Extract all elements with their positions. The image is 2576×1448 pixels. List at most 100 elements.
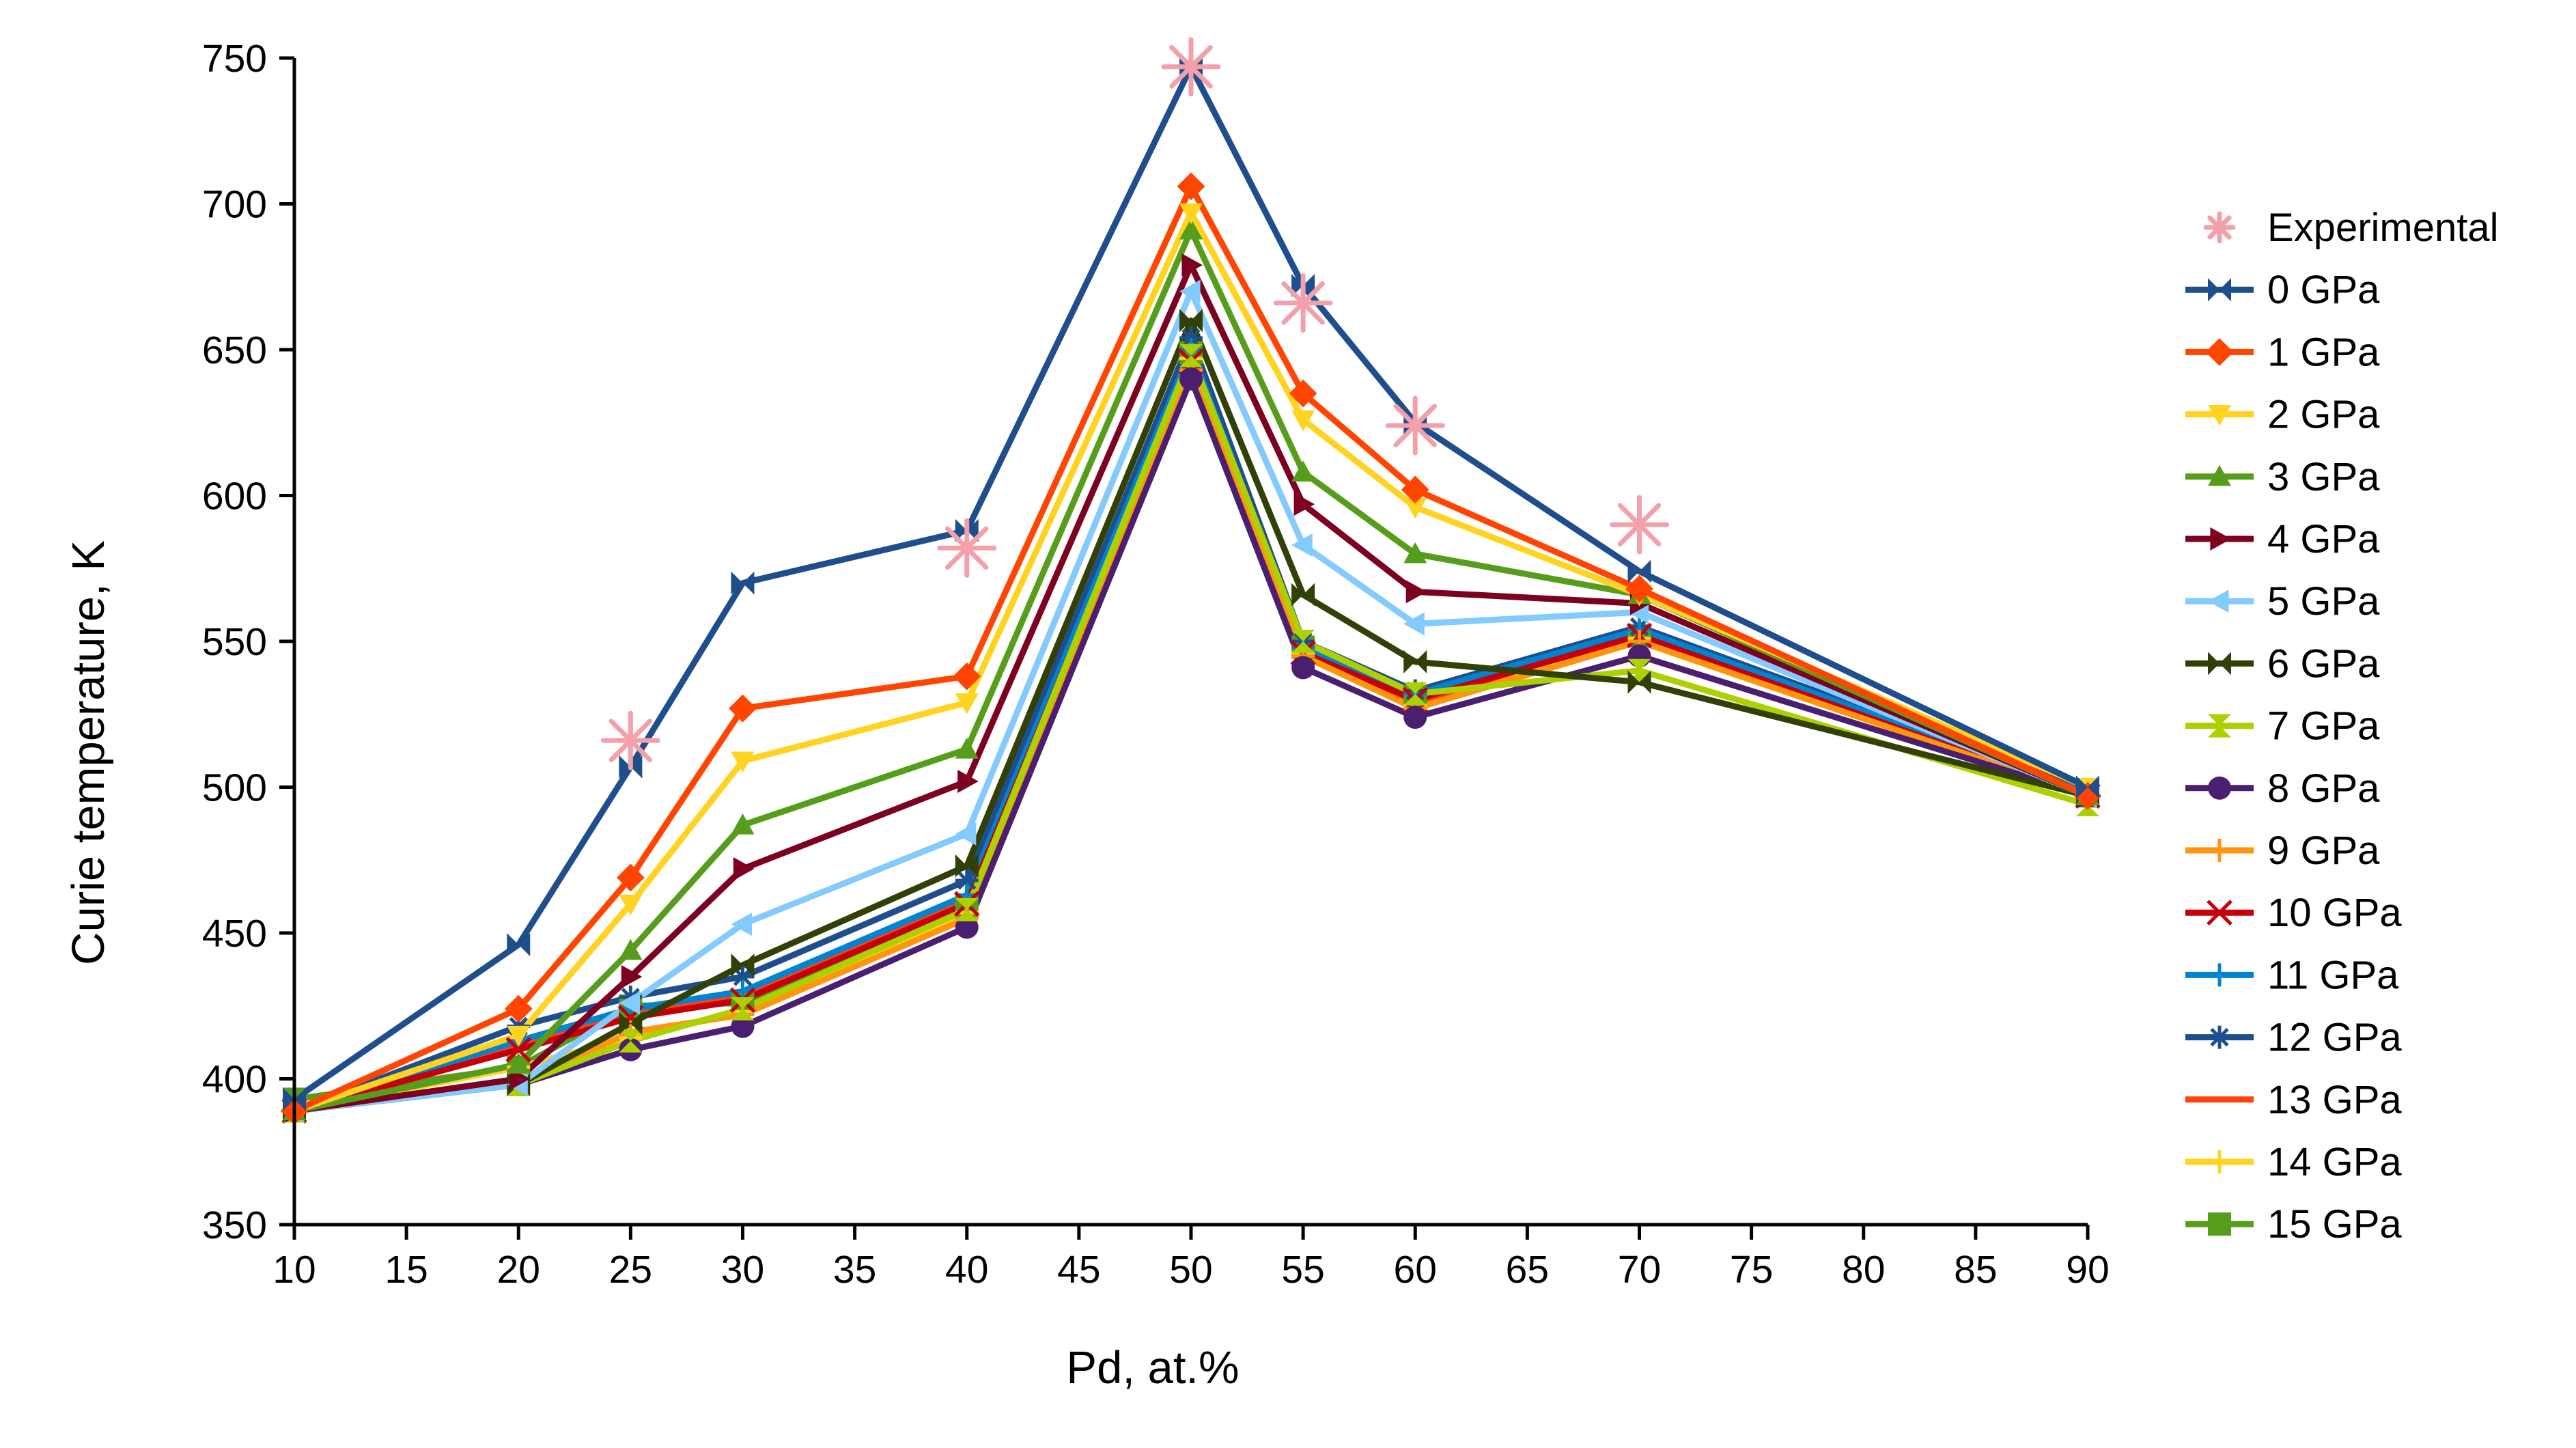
legend-label: 1 GPa — [2267, 330, 2380, 374]
x-tick-label: 90 — [2066, 1248, 2109, 1292]
data-point — [619, 1029, 643, 1053]
legend-item: 4 GPa — [2185, 517, 2380, 561]
legend-marker — [2208, 405, 2231, 426]
data-point — [1403, 497, 1427, 519]
legend-item: 1 GPa — [2185, 330, 2380, 374]
series-line-13-gpa — [293, 364, 2089, 1114]
data-point — [2076, 775, 2099, 799]
data-point — [1291, 656, 1315, 680]
legend-item: 8 GPa — [2185, 766, 2380, 811]
data-point — [1403, 542, 1427, 563]
data-point — [1403, 682, 1427, 706]
legend-item: 2 GPa — [2185, 393, 2380, 437]
series-line-4-gpa — [294, 262, 2089, 1114]
data-point — [619, 755, 643, 779]
legend-marker — [2208, 839, 2231, 862]
legend-item: 15 GPa — [2185, 1202, 2402, 1247]
legend-marker — [2203, 211, 2236, 244]
x-tick-label: 35 — [833, 1248, 876, 1292]
plot-lines — [292, 64, 2089, 1114]
legend-label: 12 GPa — [2267, 1016, 2402, 1060]
data-point — [731, 1014, 755, 1038]
legend-item: 10 GPa — [2185, 891, 2402, 935]
legend-label: 14 GPa — [2267, 1140, 2402, 1184]
legend-marker — [2208, 589, 2229, 613]
data-point — [1179, 279, 1201, 303]
legend-label: 3 GPa — [2267, 455, 2380, 499]
data-point — [1291, 460, 1315, 482]
legend-marker — [2208, 1025, 2231, 1049]
data-point — [1405, 580, 1427, 604]
data-point — [1289, 379, 1317, 408]
y-tick-label: 400 — [202, 1058, 267, 1102]
x-tick-label: 75 — [1730, 1248, 1773, 1292]
data-point — [731, 953, 755, 977]
legend-label: 9 GPa — [2267, 829, 2380, 873]
legend-item: 12 GPa — [2185, 1016, 2402, 1060]
legend-marker — [2208, 1150, 2231, 1173]
legend-label: 2 GPa — [2267, 393, 2380, 437]
y-axis-title: Curie temperature, K — [63, 540, 114, 965]
data-point — [1291, 410, 1315, 432]
data-point — [616, 863, 645, 892]
x-tick-label: 55 — [1281, 1248, 1324, 1292]
x-tick-label: 15 — [384, 1248, 428, 1292]
data-point — [1179, 203, 1203, 225]
legend-marker — [2208, 714, 2231, 738]
data-point — [1401, 475, 1429, 504]
data-point — [955, 897, 979, 921]
data-point — [957, 769, 979, 793]
y-tick-label: 750 — [202, 37, 267, 81]
data-point — [1179, 326, 1203, 350]
y-ticks: 350 400 450 500 550 600 650 700 750 — [202, 37, 294, 1247]
data-point — [507, 933, 531, 957]
data-point — [1291, 533, 1313, 557]
legend-marker — [2208, 652, 2231, 676]
legend-label: 15 GPa — [2267, 1202, 2402, 1247]
experimental-point — [1610, 495, 1669, 555]
legend-marker — [2208, 963, 2231, 987]
experimental-point — [1273, 273, 1333, 333]
experimental-point — [937, 518, 997, 578]
series-line-10-gpa — [293, 358, 2089, 1114]
data-point — [953, 662, 981, 691]
legend-item: 11 GPa — [2185, 953, 2399, 997]
x-axis-title: Pd, at.% — [1066, 1342, 1239, 1393]
legend-marker — [2207, 900, 2232, 925]
data-point — [731, 997, 755, 1021]
data-point — [1179, 218, 1203, 240]
series-line-0-gpa — [292, 64, 2089, 1102]
legend-item: 14 GPa — [2185, 1140, 2402, 1184]
legend-label: 11 GPa — [2267, 953, 2399, 997]
series-line-8-gpa — [294, 376, 2089, 1114]
legend-label: 0 GPa — [2267, 268, 2380, 312]
legend-marker — [2208, 776, 2231, 800]
data-point — [955, 915, 979, 939]
legend: Experimental 0 GPa 1 GPa 2 GPa 3 GPa 4 GPa 5 G… — [2185, 206, 2498, 1247]
legend-label: 8 GPa — [2267, 766, 2380, 811]
y-tick-label: 700 — [202, 183, 267, 227]
x-tick-label: 45 — [1057, 1248, 1100, 1292]
data-point — [1181, 253, 1203, 277]
data-point — [507, 1025, 531, 1047]
x-tick-label: 80 — [1842, 1248, 1885, 1292]
data-point — [283, 1087, 306, 1111]
data-point — [955, 693, 979, 714]
series-line-7-gpa — [294, 352, 2089, 1114]
series-line-6-gpa — [294, 317, 2089, 1114]
data-point — [621, 965, 643, 989]
x-tick-label: 70 — [1618, 1248, 1661, 1292]
legend-marker — [2208, 1212, 2231, 1236]
legend-item: 0 GPa — [2185, 268, 2380, 312]
series-line-1-gpa — [293, 183, 2089, 1114]
x-tick-label: 85 — [1954, 1248, 1997, 1292]
y-tick-label: 650 — [202, 329, 267, 372]
data-point — [731, 913, 753, 936]
data-point — [733, 857, 755, 881]
data-point — [505, 1037, 532, 1063]
data-point — [507, 1053, 531, 1074]
data-point — [731, 571, 755, 595]
y-tick-label: 550 — [202, 620, 267, 664]
data-point — [1403, 706, 1427, 729]
